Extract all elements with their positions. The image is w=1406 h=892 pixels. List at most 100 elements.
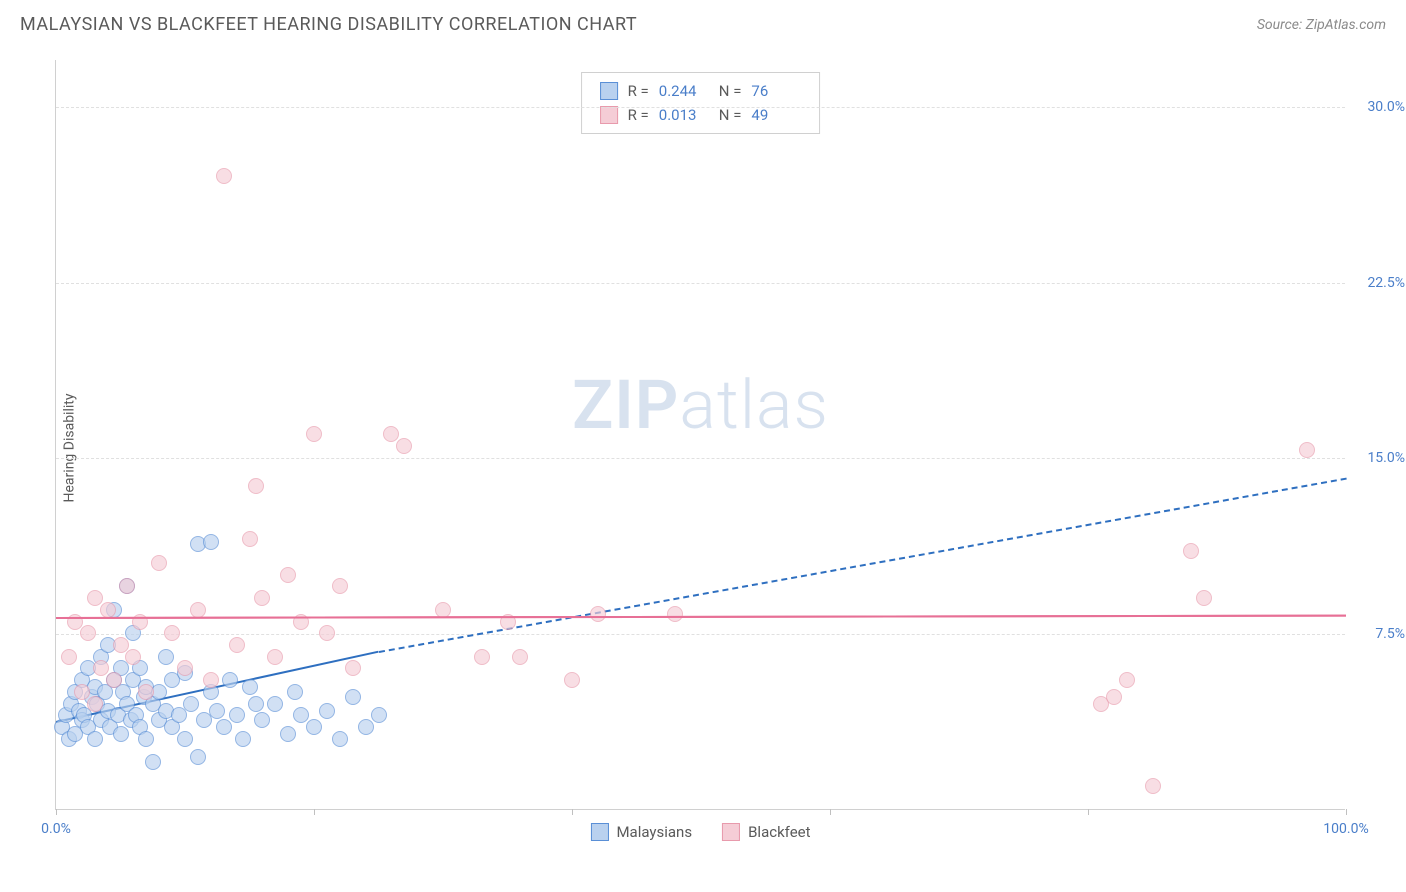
chart-header: MALAYSIAN VS BLACKFEET HEARING DISABILIT… — [0, 0, 1406, 43]
scatter-point — [183, 696, 199, 712]
scatter-point — [177, 731, 193, 747]
r-label: R = — [628, 82, 649, 100]
gridline — [56, 283, 1345, 284]
scatter-point — [145, 754, 161, 770]
x-tick — [572, 809, 573, 815]
scatter-point — [248, 478, 264, 494]
scatter-point — [280, 726, 296, 742]
scatter-point — [1145, 778, 1161, 794]
scatter-point — [383, 426, 399, 442]
scatter-point — [229, 637, 245, 653]
chart-title: MALAYSIAN VS BLACKFEET HEARING DISABILIT… — [20, 14, 637, 35]
scatter-point — [164, 625, 180, 641]
scatter-point — [1106, 689, 1122, 705]
scatter-point — [293, 707, 309, 723]
legend-swatch — [600, 82, 618, 100]
watermark-zip: ZIP — [572, 365, 679, 445]
x-tick — [1088, 809, 1089, 815]
scatter-point — [512, 649, 528, 665]
scatter-point — [1183, 543, 1199, 559]
scatter-point — [203, 534, 219, 550]
scatter-point — [254, 590, 270, 606]
legend-swatch — [600, 106, 618, 124]
scatter-point — [242, 531, 258, 547]
r-value: 0.013 — [659, 106, 709, 124]
gridline — [56, 458, 1345, 459]
scatter-point — [138, 731, 154, 747]
scatter-point — [667, 606, 683, 622]
watermark-atlas: atlas — [679, 365, 829, 445]
gridline — [56, 634, 1345, 635]
scatter-point — [345, 660, 361, 676]
x-tick — [1346, 809, 1347, 815]
scatter-point — [229, 707, 245, 723]
scatter-point — [242, 679, 258, 695]
scatter-point — [267, 649, 283, 665]
scatter-point — [319, 625, 335, 641]
scatter-point — [87, 696, 103, 712]
scatter-point — [1119, 672, 1135, 688]
scatter-point — [358, 719, 374, 735]
scatter-point — [209, 703, 225, 719]
x-tick — [56, 809, 57, 815]
scatter-point — [564, 672, 580, 688]
scatter-point — [248, 696, 264, 712]
n-label: N = — [719, 82, 742, 100]
scatter-point — [67, 614, 83, 630]
legend-item: Malaysians — [590, 823, 692, 841]
scatter-point — [100, 602, 116, 618]
scatter-point — [216, 719, 232, 735]
stats-row: R =0.244N =76 — [582, 79, 820, 103]
plot-area: ZIPatlas R =0.244N =76R =0.013N =49 Mala… — [55, 60, 1345, 810]
r-value: 0.244 — [659, 82, 709, 100]
scatter-point — [203, 672, 219, 688]
trend-line — [378, 477, 1346, 652]
scatter-point — [113, 637, 129, 653]
legend-label: Malaysians — [616, 823, 692, 841]
scatter-point — [158, 649, 174, 665]
scatter-point — [171, 707, 187, 723]
y-tick-label: 15.0% — [1367, 450, 1405, 466]
scatter-point — [125, 649, 141, 665]
scatter-point — [332, 578, 348, 594]
scatter-point — [332, 731, 348, 747]
y-tick-label: 7.5% — [1375, 626, 1405, 642]
legend-item: Blackfeet — [722, 823, 810, 841]
scatter-point — [80, 625, 96, 641]
scatter-point — [280, 567, 296, 583]
r-label: R = — [628, 106, 649, 124]
scatter-point — [93, 660, 109, 676]
bottom-legend: Malaysians Blackfeet — [590, 823, 810, 841]
trend-line — [56, 614, 1346, 618]
scatter-point — [306, 426, 322, 442]
scatter-point — [235, 731, 251, 747]
x-tick — [830, 809, 831, 815]
legend-swatch — [722, 823, 740, 841]
scatter-point — [345, 689, 361, 705]
scatter-point — [119, 578, 135, 594]
legend-swatch — [590, 823, 608, 841]
scatter-point — [61, 649, 77, 665]
y-tick-label: 22.5% — [1367, 275, 1405, 291]
watermark: ZIPatlas — [572, 365, 829, 445]
n-label: N = — [719, 106, 742, 124]
scatter-point — [74, 684, 90, 700]
scatter-point — [254, 712, 270, 728]
stats-legend: R =0.244N =76R =0.013N =49 — [581, 72, 821, 134]
x-tick — [314, 809, 315, 815]
x-tick-label: 0.0% — [41, 821, 71, 837]
scatter-point — [287, 684, 303, 700]
scatter-point — [1196, 590, 1212, 606]
scatter-point — [113, 726, 129, 742]
scatter-point — [222, 672, 238, 688]
scatter-point — [306, 719, 322, 735]
scatter-point — [87, 731, 103, 747]
legend-label: Blackfeet — [748, 823, 810, 841]
source-label: Source: ZipAtlas.com — [1257, 17, 1386, 33]
scatter-point — [138, 684, 154, 700]
x-tick-label: 100.0% — [1323, 821, 1368, 837]
y-tick-label: 30.0% — [1367, 99, 1405, 115]
gridline — [56, 107, 1345, 108]
scatter-point — [87, 590, 103, 606]
scatter-point — [371, 707, 387, 723]
